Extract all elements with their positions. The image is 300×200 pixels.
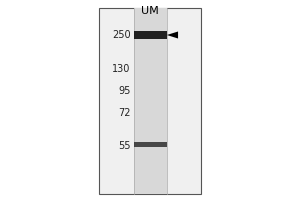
Text: 130: 130 xyxy=(112,64,130,74)
Text: 72: 72 xyxy=(118,108,130,118)
Bar xyxy=(134,142,166,146)
Bar xyxy=(134,31,166,39)
Text: 250: 250 xyxy=(112,30,130,40)
Bar xyxy=(99,8,201,194)
Polygon shape xyxy=(167,31,178,38)
Text: UM: UM xyxy=(141,6,159,16)
Text: 55: 55 xyxy=(118,141,130,151)
Bar xyxy=(134,8,166,194)
Text: 95: 95 xyxy=(118,86,130,96)
